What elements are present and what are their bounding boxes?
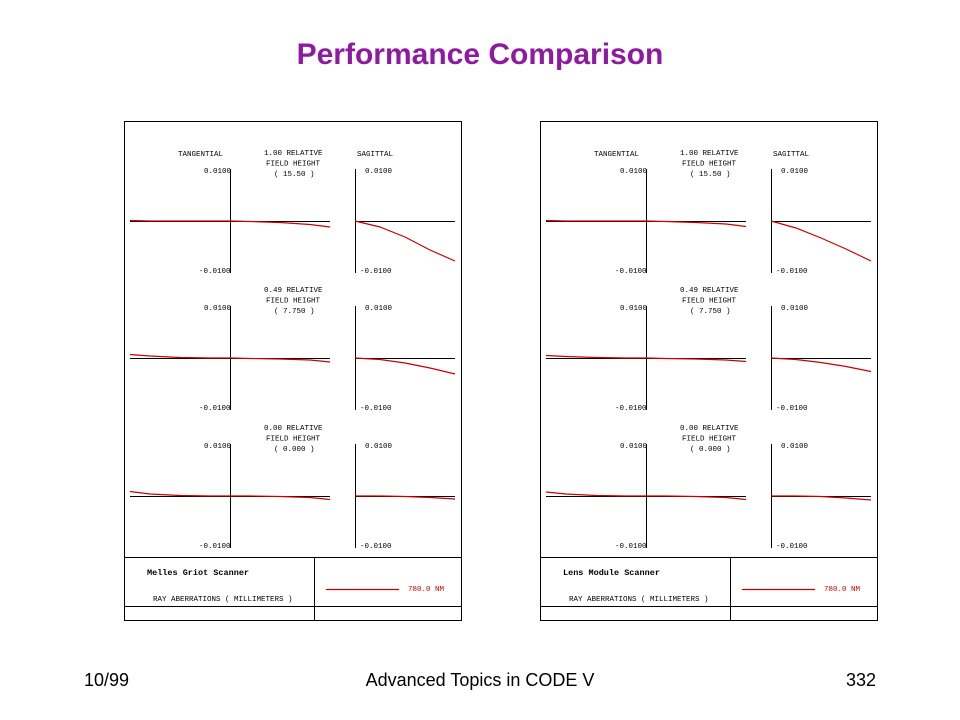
sagittal-curve-780nm <box>771 495 872 501</box>
tick-label-top: 0.0100 <box>781 305 809 313</box>
tangential-title: TANGENTIAL <box>178 151 224 159</box>
plot-frame <box>540 121 878 621</box>
design-name: Melles Griot Scanner <box>147 568 249 578</box>
tangential-curve-780nm <box>545 219 747 228</box>
tick-label-top: 0.0100 <box>365 168 393 176</box>
field-label: ( 7.750 ) <box>690 308 731 316</box>
tangential-curve-780nm <box>129 353 331 363</box>
field-label: FIELD HEIGHT <box>682 161 737 169</box>
tick-label-bottom: -0.0100 <box>615 543 647 551</box>
sagittal-curve-780nm <box>354 357 456 375</box>
footer-page-number: 332 <box>846 670 877 690</box>
tick-label-bottom: -0.0100 <box>360 405 392 413</box>
field-label: ( 0.000 ) <box>274 446 315 454</box>
tick-label-bottom: -0.0100 <box>776 405 808 413</box>
tick-label-bottom: -0.0100 <box>615 268 647 276</box>
sagittal-title: SAGITTAL <box>773 151 810 159</box>
field-label: FIELD HEIGHT <box>266 298 321 306</box>
plot-frame <box>124 121 462 621</box>
field-label: 0.49 RELATIVE <box>680 287 739 295</box>
field-label: FIELD HEIGHT <box>266 161 321 169</box>
sagittal-curve-780nm <box>355 495 456 500</box>
tangential-curve-780nm <box>545 354 747 363</box>
sagittal-curve-780nm <box>354 220 456 262</box>
design-name: Lens Module Scanner <box>563 568 660 578</box>
sagittal-curve-780nm <box>770 357 872 373</box>
ray-aberration-chart-right: TANGENTIAL SAGITTAL 1.00 RELATIVE FIELD HEI… <box>540 121 878 621</box>
tick-label-top: 0.0100 <box>781 168 809 176</box>
tick-label-top: 0.0100 <box>620 305 648 313</box>
sagittal-curve-780nm <box>770 220 872 262</box>
ray-aberration-plot: TANGENTIAL SAGITTAL 1.00 RELATIVE FIELD HEI… <box>124 121 462 621</box>
ray-aberration-plot: TANGENTIAL SAGITTAL 1.00 RELATIVE FIELD HEI… <box>540 121 878 621</box>
tick-label-top: 0.0100 <box>365 305 393 313</box>
field-label: 1.00 RELATIVE <box>264 150 323 158</box>
field-label: 0.00 RELATIVE <box>680 425 739 433</box>
tangential-title: TANGENTIAL <box>594 151 640 159</box>
tick-label-top: 0.0100 <box>204 443 232 451</box>
field-label: ( 0.000 ) <box>690 446 731 454</box>
tick-label-top: 0.0100 <box>204 305 232 313</box>
field-label: 0.49 RELATIVE <box>264 287 323 295</box>
page-title: Performance Comparison <box>296 38 664 71</box>
tick-label-bottom: -0.0100 <box>615 405 647 413</box>
axis-caption: RAY ABERRATIONS ( MILLIMETERS ) <box>153 596 293 604</box>
tick-label-bottom: -0.0100 <box>360 268 392 276</box>
field-label: FIELD HEIGHT <box>266 436 321 444</box>
legend-label: 780.0 NM <box>408 586 445 594</box>
tick-label-bottom: -0.0100 <box>199 543 231 551</box>
tick-label-top: 0.0100 <box>204 168 232 176</box>
field-label: ( 15.50 ) <box>690 171 731 179</box>
field-label: ( 15.50 ) <box>274 171 315 179</box>
tick-label-bottom: -0.0100 <box>199 268 231 276</box>
field-label: FIELD HEIGHT <box>682 298 737 306</box>
tick-label-bottom: -0.0100 <box>360 543 392 551</box>
ray-aberration-chart-left: TANGENTIAL SAGITTAL 1.00 RELATIVE FIELD HEI… <box>124 121 462 621</box>
sagittal-title: SAGITTAL <box>357 151 394 159</box>
axis-caption: RAY ABERRATIONS ( MILLIMETERS ) <box>569 596 709 604</box>
field-label: 1.00 RELATIVE <box>680 150 739 158</box>
tangential-curve-780nm <box>545 491 747 501</box>
tick-label-top: 0.0100 <box>781 443 809 451</box>
tick-label-top: 0.0100 <box>620 168 648 176</box>
footer-date: 10/99 <box>84 670 130 690</box>
footer-course-title: Advanced Topics in CODE V <box>365 670 595 690</box>
legend-label: 780.0 NM <box>824 586 861 594</box>
field-label: 0.00 RELATIVE <box>264 425 323 433</box>
field-label: FIELD HEIGHT <box>682 436 737 444</box>
tick-label-top: 0.0100 <box>365 443 393 451</box>
tick-label-top: 0.0100 <box>620 443 648 451</box>
tangential-curve-780nm <box>129 490 331 501</box>
tangential-curve-780nm <box>129 219 331 228</box>
tick-label-bottom: -0.0100 <box>776 268 808 276</box>
tick-label-bottom: -0.0100 <box>776 543 808 551</box>
tick-label-bottom: -0.0100 <box>199 405 231 413</box>
field-label: ( 7.750 ) <box>274 308 315 316</box>
